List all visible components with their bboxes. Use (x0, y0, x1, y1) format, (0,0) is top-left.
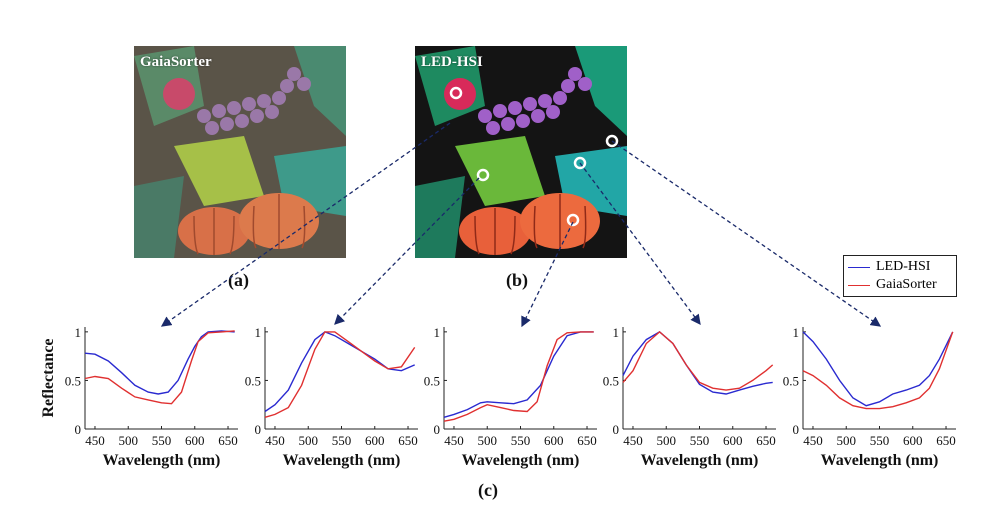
panel-b-title: LED-HSI (421, 54, 483, 70)
x-tick-label: 600 (903, 433, 923, 448)
series-line-gaiasorter (622, 330, 774, 391)
reflectance-charts: 450 500 550 600 650 0 0.5 1 Wavelength (nm) Refle… (40, 325, 956, 469)
caption-a: (a) (228, 270, 249, 290)
sample-marker-1 (449, 86, 463, 100)
y-tick-label: 0 (75, 422, 82, 437)
sample-marker-5 (605, 134, 619, 148)
led-hsi-image (415, 46, 627, 258)
y-tick-label: 1 (255, 325, 262, 340)
x-tick-label: 450 (85, 433, 105, 448)
x-tick-label: 600 (185, 433, 205, 448)
x-tick-label: 500 (477, 433, 497, 448)
series-line-gaiasorter (264, 331, 416, 418)
x-tick-label: 550 (511, 433, 531, 448)
y-tick-label: 0 (613, 422, 620, 437)
y-tick-label: 0.5 (245, 373, 261, 388)
y-tick-label: 1 (75, 325, 82, 340)
x-tick-label: 500 (656, 433, 676, 448)
gaiasorter-image-panel: GaiaSorter (134, 46, 346, 258)
x-tick-label: 500 (118, 433, 138, 448)
gaiasorter-image (134, 46, 346, 258)
x-tick-label: 650 (577, 433, 597, 448)
x-tick-label: 450 (265, 433, 285, 448)
arrow-to-plot-4 (579, 162, 701, 326)
series-line-led-hsi (802, 331, 954, 407)
caption-b: (b) (506, 270, 528, 290)
legend-label-gaiasorter: GaiaSorter (876, 277, 937, 292)
series-line-led-hsi (622, 331, 773, 395)
y-tick-label: 0.5 (603, 373, 619, 388)
y-axis-label: Reflectance (40, 338, 57, 417)
series-line-led-hsi (443, 331, 594, 418)
x-tick-label: 550 (152, 433, 172, 448)
y-tick-label: 0.5 (65, 373, 81, 388)
x-tick-label: 500 (298, 433, 318, 448)
y-tick-label: 0 (434, 422, 441, 437)
arrow-to-plot-1 (160, 122, 451, 327)
series-line-gaiasorter (84, 330, 235, 405)
x-axis-label: Wavelength (nm) (641, 452, 759, 469)
caption-c: (c) (478, 480, 498, 500)
y-tick-label: 1 (613, 325, 620, 340)
sample-marker-4 (573, 156, 587, 170)
x-tick-label: 650 (398, 433, 418, 448)
series-line-gaiasorter (443, 331, 594, 422)
sample-marker-3 (566, 213, 580, 227)
x-tick-label: 550 (870, 433, 890, 448)
legend-entry-gaiasorter: GaiaSorter (848, 276, 937, 294)
x-axis-label: Wavelength (nm) (821, 452, 939, 469)
x-tick-label: 450 (623, 433, 643, 448)
x-axis-label: Wavelength (nm) (462, 452, 580, 469)
y-tick-label: 1 (434, 325, 441, 340)
legend-entry-led-hsi: LED-HSI (848, 258, 930, 276)
panel-a-title: GaiaSorter (140, 54, 212, 70)
x-tick-label: 650 (756, 433, 776, 448)
x-axis-label: Wavelength (nm) (103, 452, 221, 469)
legend: LED-HSI GaiaSorter (843, 255, 957, 297)
x-tick-label: 500 (836, 433, 856, 448)
x-tick-label: 450 (803, 433, 823, 448)
x-axis-label: Wavelength (nm) (283, 452, 401, 469)
x-tick-label: 550 (332, 433, 352, 448)
series-line-led-hsi (264, 331, 415, 413)
legend-swatch-gaiasorter (848, 284, 870, 286)
arrow-to-plot-2 (334, 177, 480, 325)
x-tick-label: 600 (723, 433, 743, 448)
x-tick-label: 600 (544, 433, 564, 448)
x-tick-label: 650 (218, 433, 238, 448)
legend-swatch-led-hsi (848, 266, 870, 268)
arrow-to-plot-5 (611, 140, 882, 327)
led-hsi-image-panel: LED-HSI (415, 46, 627, 258)
arrow-to-plot-3 (521, 221, 574, 328)
legend-label-led-hsi: LED-HSI (876, 259, 931, 274)
y-tick-label: 0.5 (783, 373, 799, 388)
x-tick-label: 450 (444, 433, 464, 448)
sample-marker-2 (476, 168, 490, 182)
y-tick-label: 0 (255, 422, 262, 437)
x-tick-label: 600 (365, 433, 385, 448)
series-line-led-hsi (84, 330, 235, 395)
y-tick-label: 0 (793, 422, 800, 437)
y-tick-label: 1 (793, 325, 800, 340)
x-tick-label: 550 (690, 433, 710, 448)
series-line-gaiasorter (802, 331, 954, 410)
y-tick-label: 0.5 (424, 373, 440, 388)
x-tick-label: 650 (936, 433, 956, 448)
